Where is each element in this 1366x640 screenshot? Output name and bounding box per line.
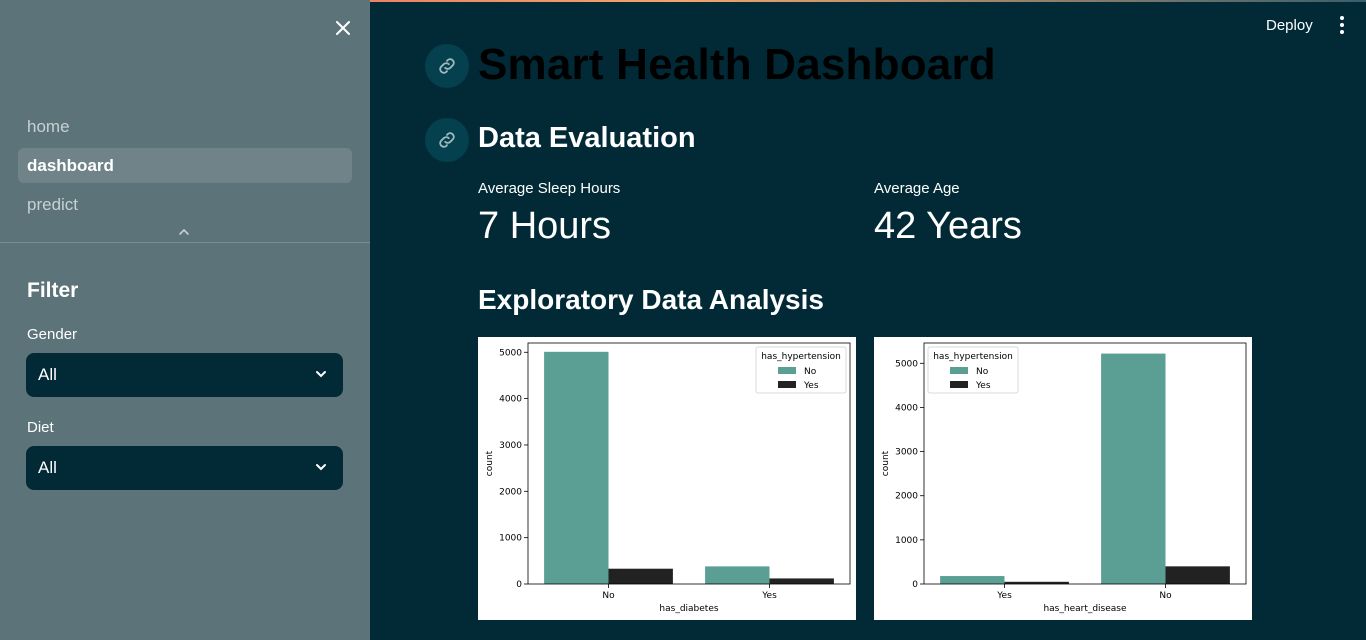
nav-item-label: home	[27, 116, 70, 136]
gender-select-value: All	[38, 365, 57, 384]
x-tick-label: Yes	[761, 591, 777, 601]
section-title: Data Evaluation	[478, 122, 696, 154]
chevron-down-icon	[316, 464, 326, 471]
bar-no-no	[544, 351, 609, 584]
y-tick-label: 3000	[499, 441, 522, 451]
sidebar: home dashboard predict Filter Gender All…	[0, 0, 370, 640]
section-anchor-link[interactable]	[425, 118, 469, 162]
y-tick-label: 1000	[499, 534, 522, 544]
bar-yes-yes	[1004, 581, 1069, 584]
chevron-down-icon	[316, 371, 326, 378]
y-tick-label: 2000	[499, 487, 522, 497]
bar-no-no	[1101, 353, 1166, 584]
legend-swatch-no	[778, 367, 796, 374]
top-accent-bar	[0, 0, 1366, 2]
link-icon	[439, 132, 455, 148]
bar-no-yes	[940, 576, 1005, 584]
kebab-dot	[1340, 23, 1344, 27]
y-axis-label: count	[881, 450, 891, 476]
y-tick-label: 3000	[895, 448, 918, 458]
sidebar-divider	[0, 242, 370, 243]
metric-label-age: Average Age	[874, 180, 960, 197]
metric-value-sleep: 7 Hours	[478, 205, 612, 247]
gender-select[interactable]: All	[26, 353, 343, 397]
sidebar-nav: home dashboard predict	[18, 109, 352, 226]
bar-yes-yes	[769, 578, 834, 584]
diet-label: Diet	[27, 419, 54, 436]
chart-diabetes: No Yes 0 1000 2000 3000 4000 5000 has_diabetes co…	[478, 337, 856, 620]
y-axis-label: count	[485, 450, 495, 476]
chart-diabetes-svg: No Yes 0 1000 2000 3000 4000 5000 has_diabetes co…	[485, 342, 851, 614]
y-tick-label: 0	[516, 580, 522, 590]
y-tick-label: 4000	[895, 403, 918, 413]
gender-label: Gender	[27, 326, 78, 343]
y-tick-label: 2000	[895, 492, 918, 502]
legend-label-yes: Yes	[975, 381, 991, 391]
legend-title: has_hypertension	[761, 352, 841, 362]
y-tick-label: 5000	[499, 348, 522, 358]
nav-item-predict[interactable]: predict	[18, 187, 352, 222]
y-tick-label: 4000	[499, 395, 522, 405]
y-tick-label: 1000	[895, 536, 918, 546]
title-anchor-link[interactable]	[425, 44, 469, 88]
legend-swatch-yes	[778, 381, 796, 388]
chevron-up-icon[interactable]	[177, 227, 191, 237]
x-axis-label: has_diabetes	[659, 604, 718, 614]
plot-frame	[923, 342, 1247, 585]
y-tick-label: 0	[912, 580, 918, 590]
nav-item-home[interactable]: home	[18, 109, 352, 144]
page-title: Smart Health Dashboard	[478, 40, 996, 89]
link-icon	[439, 58, 455, 74]
metric-label-sleep: Average Sleep Hours	[478, 180, 621, 197]
close-icon	[336, 21, 350, 35]
filter-title: Filter	[27, 279, 79, 302]
x-tick-label: No	[602, 591, 615, 601]
nav-item-label: dashboard	[27, 155, 114, 175]
nav-item-dashboard[interactable]: dashboard	[18, 148, 352, 183]
kebab-dot	[1340, 16, 1344, 20]
bar-no-yes	[705, 566, 770, 584]
legend-title: has_hypertension	[933, 352, 1013, 362]
kebab-dot	[1340, 30, 1344, 34]
diet-select[interactable]: All	[26, 446, 343, 490]
bar-yes-no	[1165, 566, 1230, 584]
main-menu-button[interactable]	[1332, 14, 1352, 36]
legend-label-no: No	[804, 367, 817, 377]
close-sidebar-button[interactable]	[332, 17, 354, 39]
legend-swatch-yes	[950, 381, 968, 388]
plot-frame	[527, 342, 851, 585]
legend-label-yes: Yes	[803, 381, 819, 391]
x-tick-label: Yes	[996, 591, 1012, 601]
x-axis-label: has_heart_disease	[1043, 604, 1127, 614]
chart-heart-disease-svg: Yes No 0 1000 2000 3000 4000 5000 has_heart_dise…	[881, 342, 1247, 614]
x-tick-label: No	[1159, 591, 1172, 601]
deploy-button[interactable]: Deploy	[1266, 17, 1313, 34]
y-tick-label: 5000	[895, 359, 918, 369]
diet-select-value: All	[38, 458, 57, 477]
legend-label-no: No	[976, 367, 989, 377]
legend-swatch-no	[950, 367, 968, 374]
chart-heart-disease: Yes No 0 1000 2000 3000 4000 5000 has_heart_dise…	[874, 337, 1252, 620]
metric-value-age: 42 Years	[874, 205, 1022, 247]
eda-title: Exploratory Data Analysis	[478, 284, 824, 315]
nav-item-label: predict	[27, 194, 79, 214]
bar-yes-no	[608, 568, 673, 584]
